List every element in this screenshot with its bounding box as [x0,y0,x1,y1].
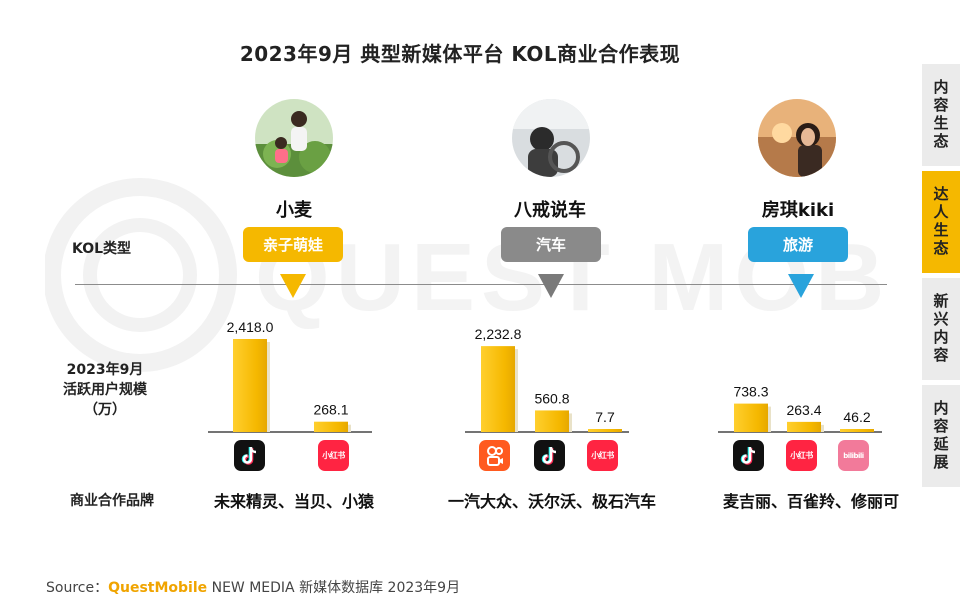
source-prefix: Source： [46,580,109,596]
brand-list: 一汽大众、沃尔沃、极石汽车 [447,492,656,511]
brand-list: 未来精灵、当贝、小猿 [213,492,374,511]
kol-type-badge: 汽车 [501,227,601,262]
bilibili-text: bilibili [843,451,864,460]
bar [588,429,622,432]
active-users-chart: 2,418.0 268.1 2,232.8 560.8 7.7 738.3 263.4 46.… [208,319,882,433]
pointer-triangle [788,274,814,298]
bar [787,421,821,432]
bar [481,346,515,432]
tab-content-ecology[interactable]: 内容生态 [922,64,960,166]
pointer-triangle [280,274,306,298]
kol-name: 八戒说车 [514,200,586,221]
active-users-label: 2023年9月 活跃用户规模 （万） [50,360,160,420]
kol-type-label: KOL类型 [72,241,132,257]
xiaohongshu-text: 小红书 [591,451,614,460]
active-users-label-line: 2023年9月 [66,362,144,378]
page-title: 2023年9月 典型新媒体平台 KOL商业合作表现 [239,42,681,66]
pointer-triangles [280,274,814,298]
bar [734,403,768,432]
bar [233,339,267,432]
kol-name: 小麦 [276,200,312,221]
source-note: Source：QuestMobile NEW MEDIA 新媒体数据库 2023… [46,577,460,597]
bar-value-label: 2,232.8 [475,326,522,342]
avatar-bajie [512,99,590,177]
douyin-icon [534,440,565,471]
douyin-icon [733,440,764,471]
douyin-icon [234,440,265,471]
xiaohongshu-text: 小红书 [322,451,345,460]
xiaohongshu-icon: 小红书 [587,440,618,471]
tab-influencer-ecology[interactable]: 达人生态 [922,171,960,273]
tab-emerging-content[interactable]: 新兴内容 [922,278,960,380]
side-tabs: 内容生态 达人生态 新兴内容 内容延展 [922,64,960,492]
source-brand: QuestMobile [108,580,208,596]
kol-type-badge: 亲子萌娃 [243,227,343,262]
kol-name: 房琪kiki [761,200,835,221]
bar [840,429,874,432]
bar-value-label: 263.4 [786,402,821,418]
tab-content-extension[interactable]: 内容延展 [922,385,960,487]
xiaohongshu-icon: 小红书 [786,440,817,471]
bar [535,410,569,432]
pointer-triangle [538,274,564,298]
bar [314,421,348,432]
divider-line [75,284,887,285]
kuaishou-icon [479,440,510,471]
bar-value-label: 7.7 [595,409,615,425]
kol-type-badge: 旅游 [748,227,848,262]
bar-value-label: 560.8 [534,390,569,406]
brand-list: 麦吉丽、百雀羚、修丽可 [722,492,899,511]
bar-value-label: 2,418.0 [227,319,274,335]
active-users-label-line: （万） [84,402,126,418]
xiaohongshu-text: 小红书 [790,451,813,460]
brands-label: 商业合作品牌 [70,493,154,509]
bar-value-label: 738.3 [733,384,768,400]
active-users-label-line: 活跃用户规模 [63,382,147,398]
source-rest: NEW MEDIA 新媒体数据库 2023年9月 [211,580,461,596]
xiaohongshu-icon: 小红书 [318,440,349,471]
bilibili-icon: bilibili [838,440,869,471]
bar-value-label: 46.2 [843,409,870,425]
bar-value-label: 268.1 [313,402,348,418]
